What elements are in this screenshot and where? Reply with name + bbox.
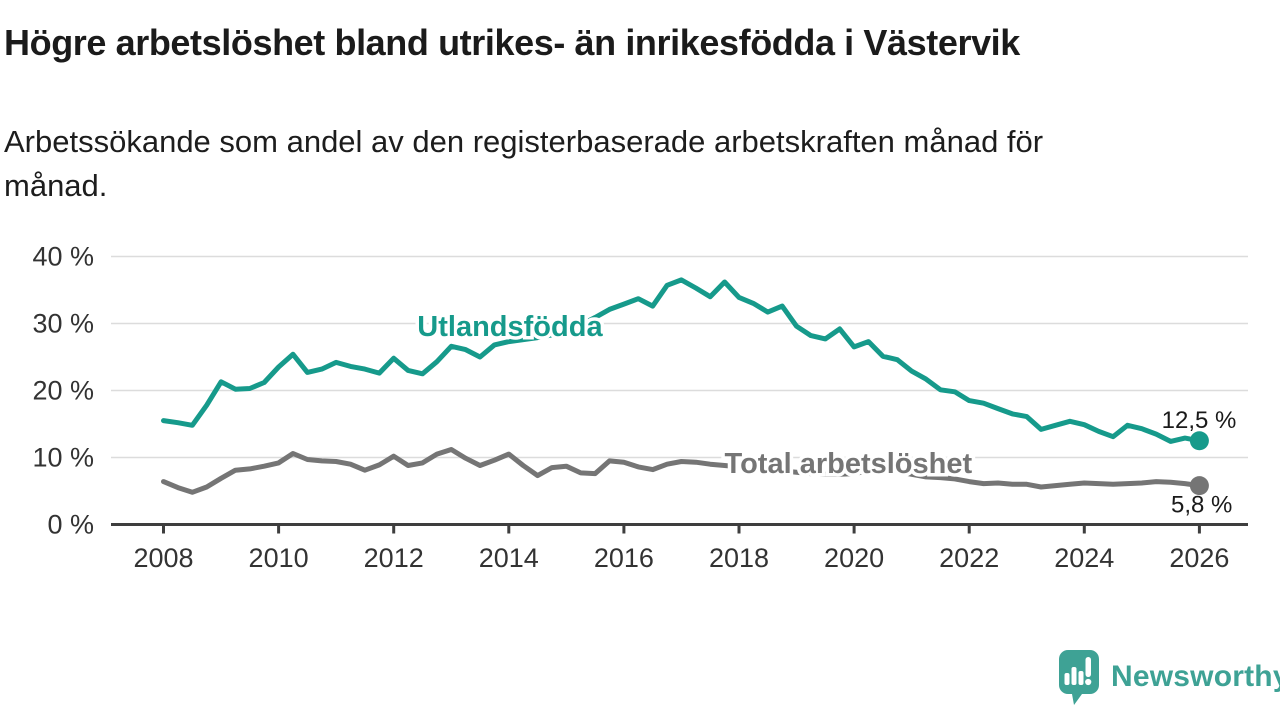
svg-text:40 %: 40 % <box>32 242 94 272</box>
newsworthy-icon <box>1059 650 1099 705</box>
brand-logo: Newsworthy <box>1056 648 1280 706</box>
svg-text:2024: 2024 <box>1054 543 1114 573</box>
svg-text:2008: 2008 <box>133 543 193 573</box>
series-line-1 <box>161 447 1202 495</box>
brand-name: Newsworthy <box>1111 660 1280 693</box>
svg-text:2016: 2016 <box>594 543 654 573</box>
series-end-value-0: 12,5 % <box>1162 407 1237 434</box>
svg-text:2014: 2014 <box>479 543 539 573</box>
svg-text:2022: 2022 <box>939 543 999 573</box>
svg-text:20 %: 20 % <box>32 376 94 406</box>
gridlines <box>111 255 1248 459</box>
svg-text:2012: 2012 <box>364 543 424 573</box>
svg-text:2026: 2026 <box>1169 543 1229 573</box>
series-label-0: Utlandsfödda <box>417 311 603 343</box>
x-axis <box>111 523 1248 534</box>
svg-text:30 %: 30 % <box>32 309 94 339</box>
svg-text:0 %: 0 % <box>47 510 94 540</box>
svg-text:2020: 2020 <box>824 543 884 573</box>
series-end-dot-0 <box>1189 431 1209 451</box>
chart-title: Högre arbetslöshet bland utrikes- än inr… <box>4 22 1020 63</box>
series-label-1: Total arbetslöshet <box>725 448 973 480</box>
series-line-0 <box>161 277 1202 444</box>
series-end-value-1: 5,8 % <box>1171 492 1232 519</box>
svg-text:10 %: 10 % <box>32 443 94 473</box>
y-tick-labels: 0 % 10 % 20 % 30 % 40 % <box>32 242 94 540</box>
chart-subtitle: Arbetssökande som andel av den registerb… <box>4 124 1044 204</box>
series-end-dot-1 <box>1189 476 1209 496</box>
svg-text:2018: 2018 <box>709 543 769 573</box>
x-tick-labels: 2008 2010 2012 2014 2016 2018 2020 2022 2024 2026 <box>133 543 1229 573</box>
svg-text:2010: 2010 <box>249 543 309 573</box>
